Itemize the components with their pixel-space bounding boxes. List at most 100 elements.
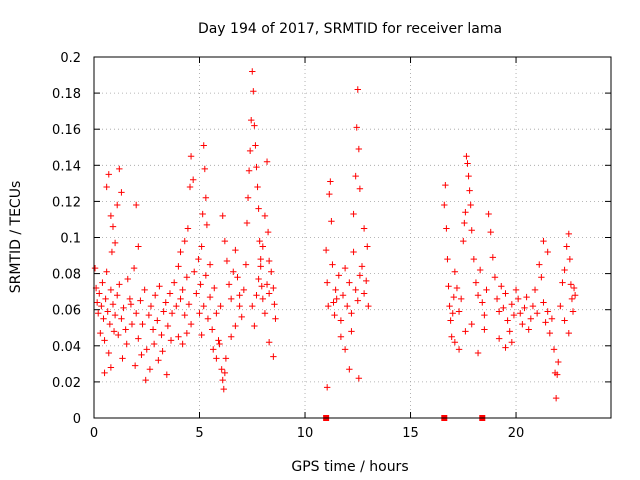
data-point-marker [339,292,347,299]
data-point-marker [138,351,145,359]
data-point-marker [461,219,468,227]
data-point-marker [222,355,230,362]
data-point-marker [123,340,130,348]
data-point-marker [356,272,364,279]
data-point-marker [234,274,241,281]
y-tick-label: 0.14 [52,159,81,174]
data-point-marker [236,292,243,299]
data-point-marker [550,346,558,353]
data-point-marker [557,302,564,310]
data-point-marker [238,313,245,321]
data-point-marker [544,308,551,315]
data-point-marker [352,172,359,180]
data-point-marker [151,292,159,299]
data-point-marker [561,266,568,274]
data-point-marker [249,68,256,75]
data-point-marker [105,349,112,357]
data-point-marker [145,311,153,319]
data-point-marker [468,227,475,234]
data-point-marker [457,295,465,303]
data-point-marker [540,237,547,245]
data-point-marker [185,301,193,308]
data-point-marker [259,243,267,250]
data-point-marker [489,254,497,261]
data-point-marker [500,304,507,312]
data-point-marker [183,329,191,337]
data-point-marker [328,218,335,225]
data-point-marker [521,304,528,312]
data-point-marker [350,248,357,256]
data-point-marker [203,221,211,229]
data-point-marker [244,194,252,201]
y-tick-label: 0.12 [52,195,81,210]
data-point-marker [261,310,269,317]
data-point-marker [470,255,478,263]
data-point-marker [168,310,176,317]
data-point-marker [510,311,518,319]
y-tick-label: 0.04 [52,340,81,355]
data-point-marker [95,310,102,317]
data-point-marker [464,160,471,167]
data-points [91,68,579,402]
data-point-marker [100,315,107,322]
data-point-marker [331,311,338,319]
x-tick-label: 10 [297,426,314,441]
data-point-marker [570,284,578,292]
data-point-marker [202,272,210,279]
data-point-marker [253,292,260,299]
data-point-marker [120,304,127,312]
data-point-marker [514,295,522,303]
data-point-marker [355,375,363,382]
data-point-marker [263,158,271,165]
data-point-marker [445,283,452,290]
data-point-marker [493,295,501,303]
data-point-marker [333,295,340,303]
y-tick-label: 0.06 [52,304,81,319]
data-point-marker [536,261,543,268]
data-point-marker [154,317,161,324]
data-point-marker [270,284,277,292]
data-point-marker [242,261,250,268]
data-point-marker [187,320,195,328]
data-point-marker [97,329,104,337]
data-point-marker [107,212,115,220]
data-point-marker [221,237,229,245]
data-point-marker [170,279,178,286]
data-point-marker [175,333,182,340]
data-point-marker [246,147,254,155]
data-point-marker [335,272,342,279]
data-point-marker [217,302,224,310]
data-point-marker [531,286,539,294]
data-point-marker [116,281,123,288]
data-point-marker [115,331,122,339]
data-point-marker [149,326,157,333]
data-point-marker [548,315,556,322]
data-point-marker [446,302,453,310]
data-point-marker [91,264,99,272]
data-point-marker [103,183,110,191]
data-point-marker [451,268,459,275]
data-point-marker [257,263,264,270]
data-point-marker [177,248,184,256]
data-point-marker [555,358,562,366]
data-point-marker [103,268,110,275]
data-point-marker [258,283,265,290]
data-point-marker [502,344,509,351]
data-point-marker [325,302,332,310]
data-point-marker [270,353,277,360]
data-point-marker [227,295,235,303]
data-point-marker [474,349,482,357]
data-point-marker [254,183,261,191]
data-point-marker [253,163,260,171]
data-point-marker [198,331,205,339]
data-point-marker [167,337,175,344]
data-point-marker [272,315,279,322]
data-point-marker [529,302,537,310]
data-point-marker [495,335,503,342]
data-point-marker [354,86,361,93]
data-point-marker [173,302,180,310]
data-point-marker [131,362,139,369]
data-point-marker [181,237,188,245]
data-point-marker [249,302,256,310]
